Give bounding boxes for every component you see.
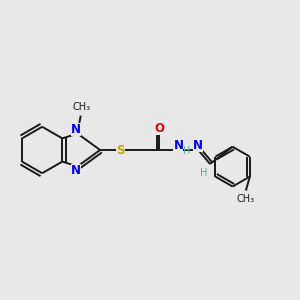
Text: N: N	[71, 123, 81, 136]
Text: CH₃: CH₃	[72, 102, 90, 112]
Text: CH₃: CH₃	[237, 194, 255, 204]
Text: N: N	[173, 139, 183, 152]
Text: N: N	[193, 139, 203, 152]
Text: N: N	[71, 164, 81, 177]
Text: S: S	[116, 143, 125, 157]
Text: H: H	[183, 146, 190, 156]
Text: O: O	[154, 122, 164, 135]
Text: H: H	[200, 168, 208, 178]
